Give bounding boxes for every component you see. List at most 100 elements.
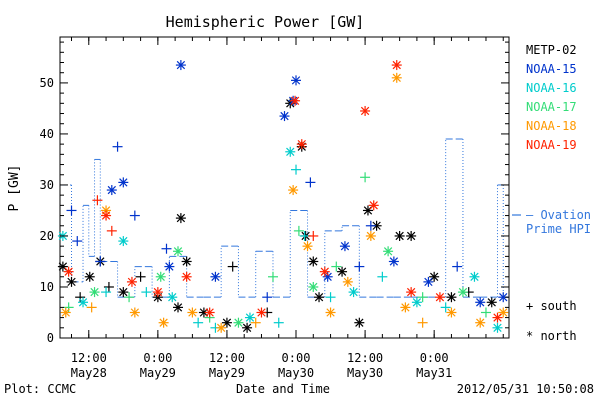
x-tick-label: 12:00 xyxy=(209,351,245,365)
data-point-noaa-16-south xyxy=(101,287,112,298)
data-point-noaa-18-north xyxy=(365,230,376,241)
data-point-noaa-18-south xyxy=(86,302,97,313)
data-point-noaa-17-north xyxy=(173,246,184,257)
data-point-noaa-17-north xyxy=(457,287,468,298)
data-point-noaa-15-north xyxy=(106,185,117,196)
x-tick-date-label: May31 xyxy=(416,366,452,380)
data-point-metp-02-south xyxy=(135,271,146,282)
data-point-noaa-18-south xyxy=(250,317,261,328)
y-tick-label: 10 xyxy=(40,280,54,294)
data-point-noaa-15-south xyxy=(365,220,376,231)
data-point-noaa-17-north xyxy=(383,246,394,257)
x-tick-label: 0:00 xyxy=(420,351,449,365)
x-tick-date-label: May30 xyxy=(347,366,383,380)
data-point-noaa-19-north xyxy=(368,200,379,211)
data-point-metp-02-north xyxy=(173,302,184,313)
data-point-noaa-19-north xyxy=(360,105,371,116)
data-point-noaa-18-north xyxy=(288,185,299,196)
data-point-noaa-15-north xyxy=(339,241,350,252)
data-point-metp-02-north xyxy=(242,322,253,333)
data-point-noaa-16-north xyxy=(492,322,503,333)
data-point-metp-02-north xyxy=(181,256,192,267)
data-point-noaa-16-north xyxy=(348,287,359,298)
data-point-noaa-17-south xyxy=(124,292,135,303)
data-point-metp-02-north xyxy=(394,230,405,241)
legend-entry-noaa-17: NOAA-17 xyxy=(526,100,577,114)
data-point-noaa-19-south xyxy=(308,230,319,241)
data-point-noaa-15-south xyxy=(95,256,106,267)
data-point-noaa-19-north xyxy=(296,139,307,150)
data-point-noaa-15-south xyxy=(129,210,140,221)
data-point-noaa-17-south xyxy=(267,271,278,282)
data-point-noaa-17-south xyxy=(360,172,371,183)
data-point-noaa-19-north xyxy=(492,312,503,323)
data-point-noaa-17-north xyxy=(308,281,319,292)
data-point-noaa-15-south xyxy=(161,243,172,254)
data-point-noaa-16-south xyxy=(325,292,336,303)
data-point-metp-02-north xyxy=(118,287,129,298)
data-point-noaa-18-north xyxy=(187,307,198,318)
data-point-noaa-15-north xyxy=(118,177,129,188)
data-point-noaa-16-south xyxy=(299,230,310,241)
legend-marker-south: + south xyxy=(526,299,577,313)
legend-ovation-label-line2: Prime HPI xyxy=(526,222,591,236)
x-tick-label: 0:00 xyxy=(143,351,172,365)
legend-entry-noaa-18: NOAA-18 xyxy=(526,119,577,133)
data-point-noaa-18-south xyxy=(417,317,428,328)
data-point-noaa-17-south xyxy=(63,302,74,313)
data-point-metp-02-north xyxy=(429,271,440,282)
data-point-noaa-18-north xyxy=(158,317,169,328)
data-point-noaa-19-north xyxy=(204,307,215,318)
data-point-noaa-15-south xyxy=(66,205,77,216)
data-point-noaa-15-north xyxy=(423,276,434,287)
x-tick-date-label: May29 xyxy=(209,366,245,380)
legend-ovation-label: – Ovation xyxy=(526,208,591,222)
data-point-noaa-15-north xyxy=(291,75,302,86)
data-point-noaa-16-north xyxy=(411,297,422,308)
data-point-noaa-19-north xyxy=(391,60,402,71)
data-point-noaa-15-south xyxy=(452,261,463,272)
data-point-noaa-18-north xyxy=(60,307,71,318)
data-point-metp-02-north xyxy=(486,297,497,308)
data-point-noaa-16-north xyxy=(244,312,255,323)
data-point-metp-02-north xyxy=(84,271,95,282)
y-tick-label: 50 xyxy=(40,76,54,90)
footer-right: 2012/05/31 10:50:08 xyxy=(457,382,594,396)
data-point-noaa-18-north xyxy=(325,307,336,318)
y-tick-label: 30 xyxy=(40,178,54,192)
data-point-noaa-16-south xyxy=(291,164,302,175)
y-tick-label: 0 xyxy=(47,331,54,345)
data-point-noaa-16-south xyxy=(141,287,152,298)
data-point-metp-02-south xyxy=(103,281,114,292)
data-point-noaa-18-north xyxy=(475,317,486,328)
data-point-noaa-15-north xyxy=(388,256,399,267)
legend-marker-north: * north xyxy=(526,329,577,343)
data-point-noaa-16-south xyxy=(440,302,451,313)
data-point-noaa-19-north xyxy=(290,95,301,106)
x-tick-date-label: May28 xyxy=(71,366,107,380)
data-point-metp-02-north xyxy=(175,213,186,224)
data-point-noaa-16-north xyxy=(118,236,129,247)
data-point-noaa-16-north xyxy=(167,292,178,303)
data-point-noaa-19-north xyxy=(319,266,330,277)
x-tick-label: 12:00 xyxy=(347,351,383,365)
data-point-noaa-18-north xyxy=(129,307,140,318)
marker-layer xyxy=(57,60,509,333)
data-point-noaa-15-south xyxy=(354,261,365,272)
x-tick-label: 0:00 xyxy=(282,351,311,365)
data-point-noaa-19-north xyxy=(126,276,137,287)
axis-layer: 0102030405012:00May280:00May2912:00May29… xyxy=(40,37,509,380)
data-point-metp-02-south xyxy=(227,261,238,272)
data-point-noaa-16-north xyxy=(285,146,296,157)
data-point-metp-02-north xyxy=(406,230,417,241)
chart-title: Hemispheric Power [GW] xyxy=(166,13,365,31)
data-point-noaa-17-south xyxy=(293,225,304,236)
data-point-noaa-15-south xyxy=(262,292,273,303)
y-axis-label: P [GW] xyxy=(7,165,22,212)
data-point-metp-02-north xyxy=(446,292,457,303)
data-point-noaa-17-north xyxy=(233,317,244,328)
data-point-noaa-17-north xyxy=(89,287,100,298)
data-point-metp-02-south xyxy=(75,292,86,303)
data-point-metp-02-north xyxy=(308,256,319,267)
